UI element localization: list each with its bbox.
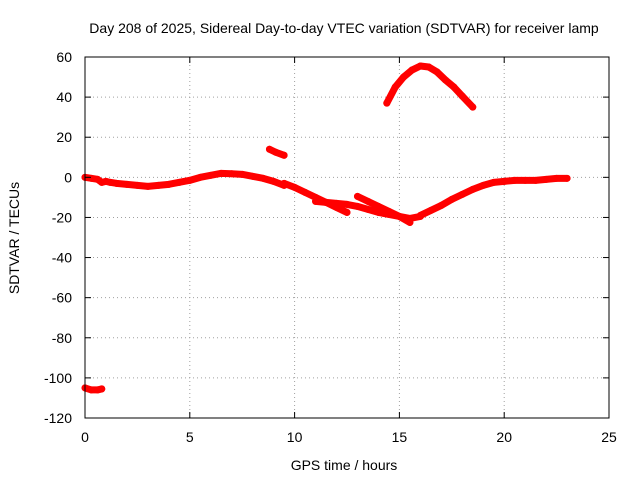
data-point [144, 182, 152, 190]
x-tick-labels: 0 5 10 15 20 25 [81, 429, 617, 445]
data-point [154, 181, 162, 189]
series-line [383, 62, 477, 111]
data-point [490, 178, 498, 186]
x-tick-label: 25 [601, 429, 617, 445]
chart-title: Day 208 of 2025, Sidereal Day-to-day VTE… [89, 20, 599, 36]
y-tick-label: 20 [56, 129, 72, 145]
data-point [416, 62, 424, 70]
data-point [312, 197, 320, 205]
data-point [385, 207, 393, 215]
data-point [450, 83, 458, 91]
plot-frame [84, 56, 610, 419]
y-tick-labels: -120 -100 -80 -60 -40 -20 0 20 40 60 [44, 49, 72, 426]
data-point [270, 177, 278, 185]
series-track-b [280, 179, 351, 216]
data-point [563, 174, 571, 182]
data-point [406, 218, 414, 226]
data-point [165, 180, 173, 188]
axis-ticks [84, 56, 610, 419]
data-point [353, 202, 361, 210]
y-tick-label: -40 [52, 250, 72, 266]
data-point [353, 192, 361, 200]
y-tick-label: 40 [56, 89, 72, 105]
data-point [425, 63, 433, 71]
data-point [186, 176, 194, 184]
data-point [364, 205, 372, 213]
data-point [228, 170, 236, 178]
data-point [343, 208, 351, 216]
data-point [98, 385, 106, 393]
y-tick-label: -100 [44, 370, 72, 386]
data-point [301, 188, 309, 196]
data-point [458, 190, 466, 198]
data-point [511, 176, 519, 184]
data-point [123, 180, 131, 188]
data-point [207, 171, 215, 179]
data-point [433, 68, 441, 76]
data-point [437, 201, 445, 209]
y-tick-label: -80 [52, 330, 72, 346]
series-track-d [353, 192, 414, 226]
x-tick-label: 0 [81, 429, 89, 445]
series-track-e [416, 174, 571, 219]
data-points [81, 62, 571, 394]
data-point [249, 172, 257, 180]
data-point [133, 181, 141, 189]
y-axis-label: SDTVAR / TECUs [6, 182, 22, 294]
data-point [343, 200, 351, 208]
x-tick-label: 10 [287, 429, 303, 445]
data-point [291, 183, 299, 191]
data-point [400, 73, 408, 81]
data-point [265, 145, 273, 153]
data-point [238, 170, 246, 178]
data-point [416, 211, 424, 219]
data-point [280, 179, 288, 187]
data-point [112, 179, 120, 187]
data-point [280, 151, 288, 159]
data-point [448, 195, 456, 203]
x-tick-label: 20 [496, 429, 512, 445]
data-point [87, 386, 95, 394]
data-point [479, 181, 487, 189]
data-point [469, 103, 477, 111]
data-point [259, 174, 267, 182]
data-point [427, 206, 435, 214]
series-main-track [81, 169, 288, 190]
data-point [364, 197, 372, 205]
data-point [374, 202, 382, 210]
series-short-segment-bottom [81, 384, 106, 394]
grid [85, 57, 609, 418]
data-point [87, 174, 95, 182]
series-short-segment-top [265, 145, 288, 159]
data-point [196, 173, 204, 181]
data-point [442, 76, 450, 84]
data-point [500, 177, 508, 185]
data-point [521, 176, 529, 184]
data-point [383, 99, 391, 107]
data-point [553, 174, 561, 182]
data-point [217, 169, 225, 177]
data-point [458, 92, 466, 100]
data-point [391, 83, 399, 91]
y-tick-label: -20 [52, 209, 72, 225]
y-tick-label: 60 [56, 49, 72, 65]
data-point [333, 199, 341, 207]
data-point [408, 66, 416, 74]
data-point [322, 198, 330, 206]
data-point [532, 176, 540, 184]
x-tick-label: 5 [186, 429, 194, 445]
data-point [395, 212, 403, 220]
y-tick-label: -120 [44, 410, 72, 426]
x-tick-label: 15 [392, 429, 408, 445]
data-point [272, 148, 280, 156]
data-point [175, 178, 183, 186]
data-point [106, 178, 114, 186]
data-point [542, 175, 550, 183]
y-tick-label: -60 [52, 290, 72, 306]
y-tick-label: 0 [64, 169, 72, 185]
series-arc [383, 62, 477, 111]
data-point [469, 185, 477, 193]
x-axis-label: GPS time / hours [291, 457, 398, 473]
